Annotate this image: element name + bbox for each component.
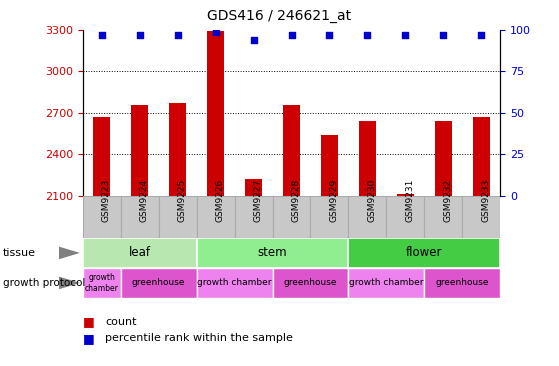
FancyBboxPatch shape (121, 268, 197, 298)
Text: GSM9230: GSM9230 (367, 178, 376, 222)
FancyBboxPatch shape (348, 268, 424, 298)
Bar (283, 105, 300, 196)
Text: GSM9224: GSM9224 (140, 179, 149, 221)
Polygon shape (59, 247, 80, 259)
FancyBboxPatch shape (83, 196, 121, 238)
Point (401, 32, 410, 38)
FancyBboxPatch shape (197, 196, 235, 238)
FancyBboxPatch shape (348, 196, 386, 238)
FancyBboxPatch shape (121, 196, 159, 238)
FancyBboxPatch shape (83, 238, 197, 268)
FancyBboxPatch shape (386, 196, 424, 238)
Text: GSM9223: GSM9223 (102, 178, 111, 222)
Text: GSM9226: GSM9226 (216, 178, 225, 222)
Point (97, 32, 106, 38)
FancyBboxPatch shape (462, 196, 500, 238)
Point (363, 32, 372, 38)
FancyBboxPatch shape (235, 196, 273, 238)
Bar (435, 121, 452, 196)
Point (249, 37, 258, 43)
Text: growth chamber: growth chamber (197, 279, 272, 287)
Text: GSM9227: GSM9227 (254, 178, 263, 222)
FancyBboxPatch shape (273, 268, 348, 298)
Text: GSM9231: GSM9231 (405, 178, 414, 222)
Point (211, 29, 220, 35)
Text: greenhouse: greenhouse (435, 279, 489, 287)
Text: GSM9232: GSM9232 (443, 178, 452, 222)
FancyBboxPatch shape (83, 268, 121, 298)
Text: ■: ■ (83, 315, 94, 328)
FancyBboxPatch shape (197, 238, 348, 268)
Text: GSM9228: GSM9228 (292, 178, 301, 222)
Text: leaf: leaf (129, 246, 151, 259)
Text: growth protocol: growth protocol (3, 278, 85, 288)
FancyBboxPatch shape (424, 268, 500, 298)
Bar (93, 117, 110, 196)
Text: tissue: tissue (3, 248, 36, 258)
Point (439, 32, 448, 38)
Point (173, 32, 182, 38)
Text: count: count (105, 317, 136, 327)
Point (287, 32, 296, 38)
Bar (131, 105, 148, 196)
FancyBboxPatch shape (273, 196, 310, 238)
Text: ■: ■ (83, 332, 94, 345)
Bar (473, 117, 490, 196)
Bar (207, 31, 224, 196)
Text: GSM9233: GSM9233 (481, 178, 490, 222)
Bar (245, 179, 262, 196)
Text: growth
chamber: growth chamber (85, 273, 119, 293)
Text: flower: flower (406, 246, 443, 259)
Polygon shape (59, 277, 80, 289)
Text: GSM9225: GSM9225 (178, 178, 187, 222)
Point (135, 32, 144, 38)
FancyBboxPatch shape (310, 196, 348, 238)
Point (477, 32, 486, 38)
Text: GDS416 / 246621_at: GDS416 / 246621_at (207, 9, 352, 23)
Text: stem: stem (258, 246, 287, 259)
Bar (359, 120, 376, 196)
Bar (321, 135, 338, 196)
Bar (169, 103, 186, 196)
FancyBboxPatch shape (159, 196, 197, 238)
Text: GSM9229: GSM9229 (329, 178, 339, 222)
Text: greenhouse: greenhouse (132, 279, 186, 287)
Point (325, 32, 334, 38)
Text: percentile rank within the sample: percentile rank within the sample (105, 333, 293, 343)
Bar (397, 194, 414, 196)
FancyBboxPatch shape (348, 238, 500, 268)
FancyBboxPatch shape (197, 268, 273, 298)
Text: greenhouse: greenhouse (284, 279, 337, 287)
Text: growth chamber: growth chamber (349, 279, 424, 287)
FancyBboxPatch shape (424, 196, 462, 238)
